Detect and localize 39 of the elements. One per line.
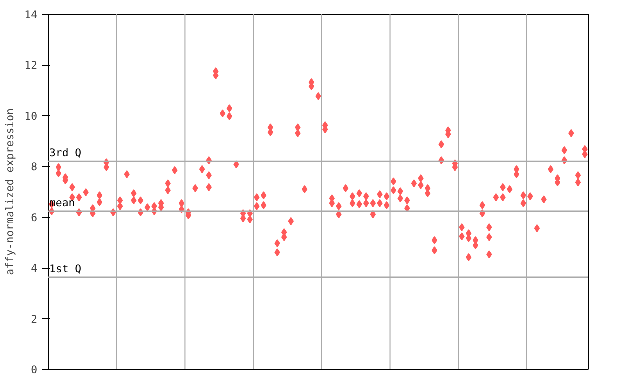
point	[520, 199, 526, 208]
point	[459, 232, 465, 241]
point	[356, 200, 362, 208]
point	[254, 202, 260, 210]
point	[575, 178, 582, 187]
point	[226, 112, 232, 120]
point	[377, 199, 383, 208]
point	[165, 186, 171, 194]
point	[500, 194, 506, 202]
point	[364, 199, 370, 208]
point	[206, 183, 212, 192]
point	[390, 186, 397, 194]
point	[418, 181, 424, 190]
point	[404, 204, 410, 212]
point	[466, 253, 472, 262]
point	[350, 199, 356, 208]
y-tick-label: 2	[31, 312, 38, 326]
point	[486, 233, 492, 242]
point	[131, 196, 137, 205]
y-tick-label: 0	[31, 364, 38, 376]
y-axis-title: affy-normalized expression	[4, 108, 17, 276]
ref-line-label: 3rd Q	[50, 146, 82, 160]
point	[486, 250, 492, 259]
point	[432, 246, 438, 255]
point	[398, 194, 404, 203]
y-tick-label: 14	[24, 8, 38, 22]
point	[260, 201, 267, 210]
point	[96, 198, 103, 206]
point	[247, 216, 253, 224]
y-tick-label: 8	[31, 160, 38, 174]
point	[206, 172, 212, 180]
y-tick-label: 6	[31, 211, 38, 224]
y-tick-label: 10	[24, 110, 38, 123]
y-tick-label: 4	[31, 262, 38, 276]
y-tick-label: 12	[24, 59, 38, 72]
point	[56, 169, 62, 178]
point	[274, 248, 280, 257]
ref-line-label: 1st Q	[50, 262, 82, 276]
point	[384, 201, 390, 210]
